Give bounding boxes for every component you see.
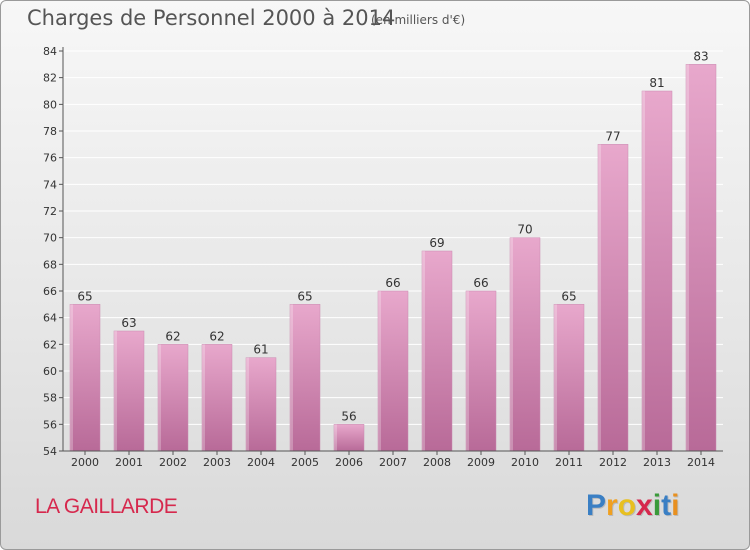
bar-highlight (598, 144, 601, 452)
axes: 54 56 58 60 62 64 66 68 70 72 74 76 78 80 82 84 2000 2001… (43, 45, 723, 469)
y-tick-label: 70 (43, 232, 57, 245)
data-label-2010: 70 (517, 223, 532, 237)
y-tick-label: 84 (43, 45, 57, 58)
data-label-2014: 83 (693, 49, 708, 63)
y-tick-label: 66 (43, 285, 57, 298)
x-tick-label-2007: 2007 (379, 456, 407, 469)
data-label-2013: 81 (649, 76, 664, 90)
y-tick-label: 80 (43, 98, 57, 111)
bar-2009[interactable] (465, 290, 497, 452)
data-label-2004: 61 (253, 343, 268, 357)
bar-2008[interactable] (421, 250, 453, 452)
bar-2004[interactable] (245, 357, 277, 452)
x-tick-label-2003: 2003 (203, 456, 231, 469)
chart-subtitle: (en milliers d'€) (371, 13, 466, 27)
x-tick-label-2005: 2005 (291, 456, 319, 469)
bars (69, 64, 717, 452)
bar-2013[interactable] (641, 90, 673, 452)
data-label-2007: 66 (385, 276, 400, 290)
bar-highlight (290, 304, 293, 451)
data-label-2005: 65 (297, 289, 312, 303)
data-label-2006: 56 (341, 409, 356, 423)
y-tick-label: 74 (43, 178, 57, 191)
y-tick-label: 54 (43, 445, 57, 458)
x-tick-label-2011: 2011 (555, 456, 583, 469)
y-tick-label: 60 (43, 365, 57, 378)
x-tick-label-2006: 2006 (335, 456, 363, 469)
logo-letter: P (586, 489, 607, 522)
bar-highlight (510, 237, 513, 451)
bar-highlight (686, 64, 689, 452)
x-tick-label-2010: 2010 (511, 456, 539, 469)
bar-highlight (378, 291, 381, 451)
data-label-2008: 69 (429, 236, 444, 250)
y-tick-label: 58 (43, 392, 57, 405)
bar-2002[interactable] (157, 344, 189, 452)
x-tick-label-2001: 2001 (115, 456, 143, 469)
bar-2011[interactable] (553, 304, 585, 452)
x-tick-label-2004: 2004 (247, 456, 275, 469)
x-tick-label-2002: 2002 (159, 456, 187, 469)
logo-letter: i (652, 489, 662, 522)
y-tick-label: 76 (43, 152, 57, 165)
bar-highlight (466, 291, 469, 451)
bar-highlight (246, 357, 249, 451)
bar-highlight (334, 424, 337, 451)
data-labels: 65 63 62 62 61 65 56 66 69 66 70 65 77 81 83 (77, 49, 708, 423)
bar-2010[interactable] (509, 237, 541, 452)
data-label-2011: 65 (561, 289, 576, 303)
x-tick-label-2008: 2008 (423, 456, 451, 469)
bar-2007[interactable] (377, 290, 409, 452)
y-tick-label: 64 (43, 312, 57, 325)
x-tick-label-2014: 2014 (687, 456, 715, 469)
bar-2014[interactable] (685, 64, 717, 452)
data-label-2009: 66 (473, 276, 488, 290)
logo-letter: t (661, 489, 672, 522)
bar-highlight (70, 304, 73, 451)
x-tick-label-2013: 2013 (643, 456, 671, 469)
y-tick-label: 62 (43, 338, 57, 351)
proxiti-logo[interactable]: Proxiti (586, 489, 679, 523)
bar-highlight (202, 344, 205, 451)
data-label-2001: 63 (121, 316, 136, 330)
location-label: LA GAILLARDE (35, 495, 178, 518)
chart-title: Charges de Personnel 2000 à 2014 (27, 6, 396, 30)
bar-2001[interactable] (113, 330, 145, 452)
bar-2000[interactable] (69, 304, 101, 452)
data-label-2003: 62 (209, 329, 224, 343)
bar-highlight (554, 304, 557, 451)
y-tick-label: 82 (43, 72, 57, 85)
bar-highlight (158, 344, 161, 451)
logo-letter: i (671, 489, 680, 522)
logo-letter: x (636, 489, 653, 522)
y-tick-label: 56 (43, 418, 57, 431)
bar-2006[interactable] (333, 424, 365, 452)
bar-highlight (114, 331, 117, 451)
x-tick-label-2000: 2000 (71, 456, 99, 469)
bar-highlight (642, 91, 645, 451)
y-tick-label: 68 (43, 258, 57, 271)
bar-highlight (422, 251, 425, 451)
bar-2005[interactable] (289, 304, 321, 452)
x-tick-label-2012: 2012 (599, 456, 627, 469)
data-label-2000: 65 (77, 289, 92, 303)
y-tick-label: 72 (43, 205, 57, 218)
x-tick-label-2009: 2009 (467, 456, 495, 469)
logo-letter: o (617, 489, 637, 522)
data-label-2012: 77 (605, 129, 620, 143)
bar-2003[interactable] (201, 344, 233, 452)
data-label-2002: 62 (165, 329, 180, 343)
logo-letter: r (606, 489, 618, 522)
y-tick-label: 78 (43, 125, 57, 138)
bar-2012[interactable] (597, 144, 629, 452)
